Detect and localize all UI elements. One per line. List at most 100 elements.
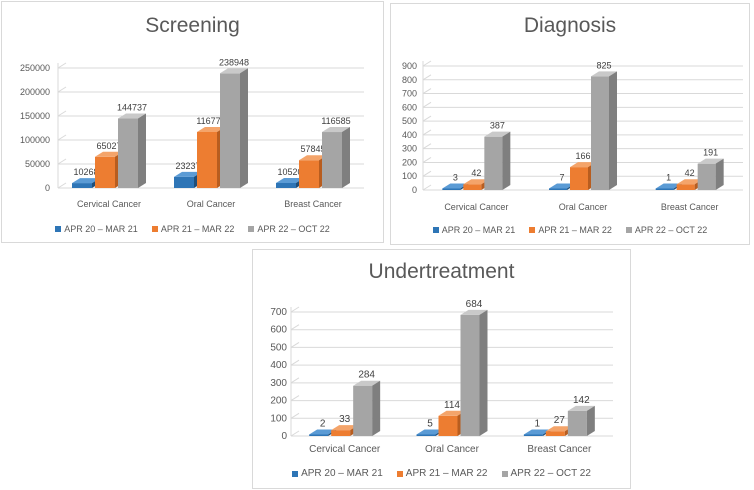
gridline-depth (290, 377, 300, 384)
bar (299, 160, 319, 188)
bar-top (438, 410, 466, 416)
gridline-depth (57, 134, 67, 141)
bar-top (309, 429, 337, 435)
bar (309, 434, 329, 436)
y-tick-label: 800 (402, 75, 417, 85)
bar-top (95, 151, 123, 157)
bar-side (138, 113, 146, 188)
bar (72, 183, 92, 188)
y-tick-label: 900 (402, 61, 417, 71)
legend-label: APR 21 – MAR 22 (405, 468, 488, 479)
bar (353, 385, 373, 436)
gridline-depth (290, 342, 300, 348)
gridline-depth (290, 430, 300, 437)
bar (118, 118, 138, 188)
bar-top (220, 68, 248, 74)
data-label: 10520 (277, 167, 302, 177)
y-tick-label: 100 (402, 171, 417, 181)
y-tick-label: 500 (402, 116, 417, 126)
legend-label: APR 21 – MAR 22 (160, 224, 235, 234)
bar (591, 76, 609, 190)
gridline-depth (290, 324, 300, 331)
gridline-depth (422, 157, 432, 163)
x-category-label: Breast Cancer (527, 444, 592, 455)
screening-chart-panel: Screening 0 50000 100000 150000 200000 250000… (1, 1, 384, 243)
data-label: 144737 (117, 103, 147, 113)
y-tick-label: 400 (270, 360, 287, 371)
bar-top (416, 429, 444, 435)
bar-top (72, 178, 100, 184)
gridline-depth (57, 86, 67, 93)
legend-swatch (55, 226, 62, 232)
bar-side (586, 405, 595, 436)
gridline-depth (57, 110, 67, 117)
bar (549, 188, 567, 190)
y-tick-label: 200000 (20, 87, 50, 97)
data-label: 116771 (196, 116, 225, 126)
data-label: 23237 (175, 161, 200, 171)
x-category-label: Oral Cancer (559, 202, 608, 212)
legend-swatch (432, 227, 439, 233)
legend-swatch (151, 226, 158, 232)
data-label: 3 (453, 173, 458, 183)
chart-title: Screening (145, 14, 240, 37)
y-tick-label: 0 (281, 431, 287, 442)
gridline-depth (57, 182, 67, 189)
bar (676, 184, 695, 190)
y-tick-label: 700 (402, 89, 417, 99)
data-label: 191 (703, 148, 718, 158)
gridline-depth (290, 306, 300, 313)
data-label: 1 (535, 419, 541, 430)
y-tick-label: 250000 (20, 63, 50, 73)
gridline-depth (422, 60, 432, 67)
y-tick-label: 500 (270, 342, 287, 353)
diagnosis-chart-panel: Diagnosis 0 100 200 300 400 500 600 700 800 900 3 4… (390, 3, 750, 245)
gridline-depth (290, 359, 300, 366)
gridline-depth (422, 143, 432, 150)
data-label: 142 (573, 395, 590, 406)
y-tick-label: 0 (45, 183, 50, 193)
bar (331, 430, 351, 436)
bar-top (299, 155, 327, 161)
bar-top (545, 426, 573, 432)
gridline-depth (422, 74, 432, 81)
legend-swatch (625, 227, 632, 233)
legend-label: APR 21 – MAR 22 (538, 225, 612, 235)
gridline-depth (422, 115, 432, 122)
data-label: 166 (575, 151, 590, 161)
bar-top (442, 183, 469, 189)
y-tick-label: 100000 (20, 135, 50, 145)
bar (697, 163, 716, 190)
y-tick-label: 700 (270, 307, 287, 318)
bar (570, 167, 588, 190)
legend-item: APR 21 – MAR 22 (151, 224, 235, 234)
bar (655, 188, 674, 190)
legend-label: APR 22 – OCT 22 (634, 225, 708, 235)
bar-side (715, 158, 724, 190)
bar-side (479, 309, 488, 436)
chart-legend: APR 20 – MAR 21 APR 21 – MAR 22 APR 22 –… (253, 468, 630, 479)
y-tick-label: 600 (270, 325, 287, 336)
legend-item: APR 20 – MAR 21 (292, 468, 383, 479)
bar (545, 431, 565, 436)
gridline-depth (422, 129, 432, 136)
bar-top (118, 113, 146, 119)
bar-top (174, 171, 202, 177)
bar-top (655, 183, 682, 189)
x-category-label: Breast Cancer (284, 199, 342, 209)
gridline-depth (422, 170, 432, 177)
legend-item: APR 22 – OCT 22 (248, 224, 330, 234)
bar (442, 188, 461, 190)
data-label: 114 (444, 400, 460, 411)
bar (95, 156, 115, 188)
legend-item: APR 22 – OCT 22 (625, 225, 708, 235)
y-tick-label: 200 (402, 157, 417, 167)
data-label: 238948 (219, 57, 249, 67)
bar-top (567, 405, 595, 411)
bar-side (609, 71, 617, 190)
bar-top (523, 429, 551, 435)
bar (463, 184, 482, 190)
legend-item: APR 21 – MAR 22 (396, 468, 488, 479)
legend-swatch (529, 227, 536, 233)
bar (276, 182, 296, 188)
